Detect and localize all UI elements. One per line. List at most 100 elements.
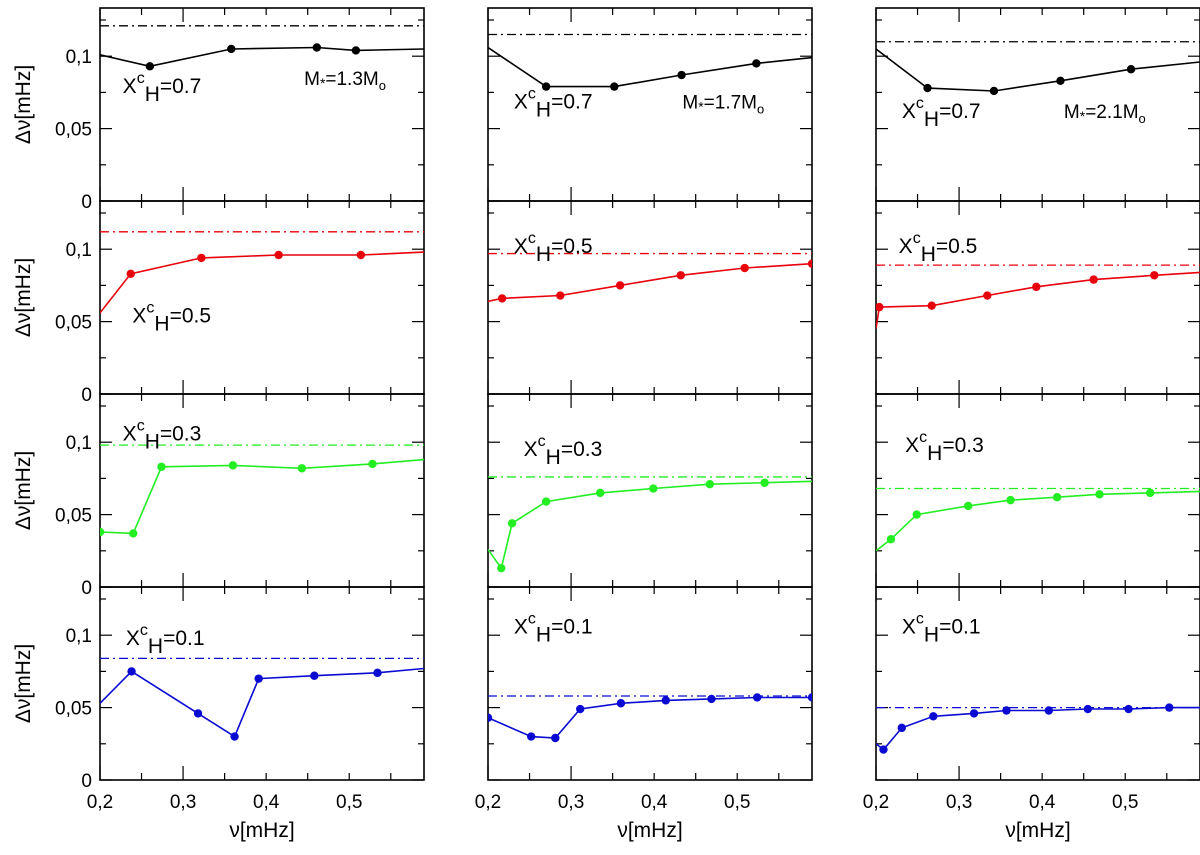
col2-row2-frame xyxy=(487,200,813,395)
col1-row1-data-point xyxy=(145,62,155,71)
col1-row3-data-point xyxy=(100,527,105,537)
col3-row4-data-point xyxy=(1044,706,1054,715)
col1-xtick-label: 0,5 xyxy=(336,792,362,813)
col3-xlabel: ν[mHz] xyxy=(1005,819,1070,842)
col3-row4-data-point xyxy=(1083,704,1093,714)
col3-row2-series-line xyxy=(876,271,1200,329)
col2-row1-data-point xyxy=(541,82,551,91)
col2-row4-data-point xyxy=(551,733,560,743)
col2-row4-frame xyxy=(487,586,813,781)
col3-row4-data-point xyxy=(1124,704,1133,714)
col2-row1-data-point xyxy=(677,70,686,80)
col3-xtick-label: 0,4 xyxy=(1029,792,1056,813)
col1-row1-series-line xyxy=(100,46,424,68)
col1-mass-label: M*=1.3Mo xyxy=(304,69,386,93)
col2-xtick-label: 0,3 xyxy=(558,792,584,813)
col1-row4-data-point xyxy=(127,667,136,676)
col3-row3-data-point xyxy=(1095,490,1104,499)
col3-row4-data-point xyxy=(1165,703,1174,712)
col3-row4-xh-label: XcH=0.1 xyxy=(902,610,981,646)
col1-row3-data-point xyxy=(157,462,166,472)
col1-xlabel: ν[mHz] xyxy=(229,819,294,842)
col1-row4-ytick-label: 0,05 xyxy=(55,699,92,720)
col2-row3-data-point xyxy=(595,488,605,498)
col2-row2-data-point xyxy=(740,263,749,273)
col2-mass-label: M*=1.7Mo xyxy=(682,92,764,116)
col2-row4-data-point xyxy=(488,713,493,722)
col2-row2-data-point xyxy=(556,291,565,300)
col3-row4-data-point xyxy=(897,723,906,733)
col1-row3-ytick-label: 0 xyxy=(81,578,92,599)
col3-row2-data-point xyxy=(876,302,884,312)
col1-row2-data-point xyxy=(356,250,366,260)
col1-row4-ytick-label: 0 xyxy=(81,771,92,792)
col3-row2-data-point xyxy=(1032,282,1041,292)
col1-row3-ytick-label: 0,1 xyxy=(66,433,92,454)
col3-row2-data-point xyxy=(927,301,936,310)
col1-row3-ytick-label: 0,05 xyxy=(55,506,92,527)
col1-row4-data-point xyxy=(254,674,263,683)
col2-row4-data-point xyxy=(752,693,762,702)
col3-row1-data-point xyxy=(1126,65,1136,74)
col1-row2-ytick-label: 0,1 xyxy=(66,240,92,261)
col1-row3-data-point xyxy=(129,529,138,538)
col2-row3-data-point xyxy=(507,519,517,528)
col1-row1-ylabel: Δν[mHz] xyxy=(12,65,35,144)
col2-row4-data-point xyxy=(576,704,585,714)
col3-row2-frame xyxy=(875,200,1200,395)
col1-row3-ylabel: Δν[mHz] xyxy=(12,451,35,530)
col3-row3-series-line xyxy=(876,490,1200,552)
col3-row4-data-point xyxy=(969,709,979,718)
col2-row3-data-point xyxy=(705,479,715,489)
col3-mass-label: M*=2.1Mo xyxy=(1064,102,1146,126)
col1-row1-xh-label: XcH=0.7 xyxy=(123,70,202,106)
col3-row4-data-point xyxy=(929,712,938,721)
col2-row4-data-point xyxy=(807,693,812,702)
col1-row4-data-point xyxy=(230,732,239,741)
col1-row4-ylabel: Δν[mHz] xyxy=(12,644,35,723)
col2-row3-data-point xyxy=(541,497,551,506)
col1-row2-xh-label: XcH=0.5 xyxy=(132,300,211,336)
col1-row2-frame xyxy=(99,200,425,395)
col3-row3-data-point xyxy=(964,501,973,511)
col3-row3-data-point xyxy=(886,535,896,544)
col3-row1-data-point xyxy=(923,83,932,93)
col3-row4-frame xyxy=(875,586,1200,781)
col1-row3-frame xyxy=(99,393,425,588)
col2-row3-xh-label: XcH=0.3 xyxy=(524,433,603,469)
col3-row2-data-point xyxy=(1089,275,1098,284)
col2-row4-xh-label: XcH=0.1 xyxy=(514,610,593,646)
col2-row2-data-point xyxy=(615,281,625,290)
col2-row3-data-point xyxy=(497,563,506,573)
col3-row3-data-point xyxy=(1052,493,1062,502)
col2-row4-series-line xyxy=(488,696,812,739)
col1-row4-data-point xyxy=(193,709,203,718)
col1-row3-data-point xyxy=(228,461,238,470)
col2-row2-series-line xyxy=(488,262,812,303)
col1-row4-xh-label: XcH=0.1 xyxy=(126,622,205,658)
col3-row1-xh-label: XcH=0.7 xyxy=(902,95,981,131)
col3-row1-series-line xyxy=(876,48,1200,92)
col2-row2-data-point xyxy=(807,259,812,268)
col2-row2-xh-label: XcH=0.5 xyxy=(514,230,593,266)
col2-row3-data-point xyxy=(649,484,658,493)
col2-row3-data-point xyxy=(760,478,769,487)
col2-row1-data-point xyxy=(610,82,619,91)
col1-row3-data-point xyxy=(297,464,307,473)
col2-xlabel: ν[mHz] xyxy=(617,819,682,842)
col1-row3-data-point xyxy=(368,459,377,469)
col1-row4-data-point xyxy=(310,671,319,680)
col1-row2-ytick-label: 0 xyxy=(81,385,92,406)
col2-row3-series-line xyxy=(488,480,812,571)
col1-row2-ylabel: Δν[mHz] xyxy=(12,258,35,337)
col1-row1-ytick-label: 0,1 xyxy=(66,47,92,68)
col2-row1-series-line xyxy=(488,46,812,88)
col1-xtick-label: 0,4 xyxy=(253,792,280,813)
col1-row1-data-point xyxy=(312,43,322,52)
col2-row1-data-point xyxy=(752,59,761,68)
col2-row4-data-point xyxy=(661,696,670,705)
col2-xtick-label: 0,5 xyxy=(724,792,750,813)
col1-xtick-label: 0,2 xyxy=(87,792,113,813)
col3-row1-data-point xyxy=(989,86,999,96)
